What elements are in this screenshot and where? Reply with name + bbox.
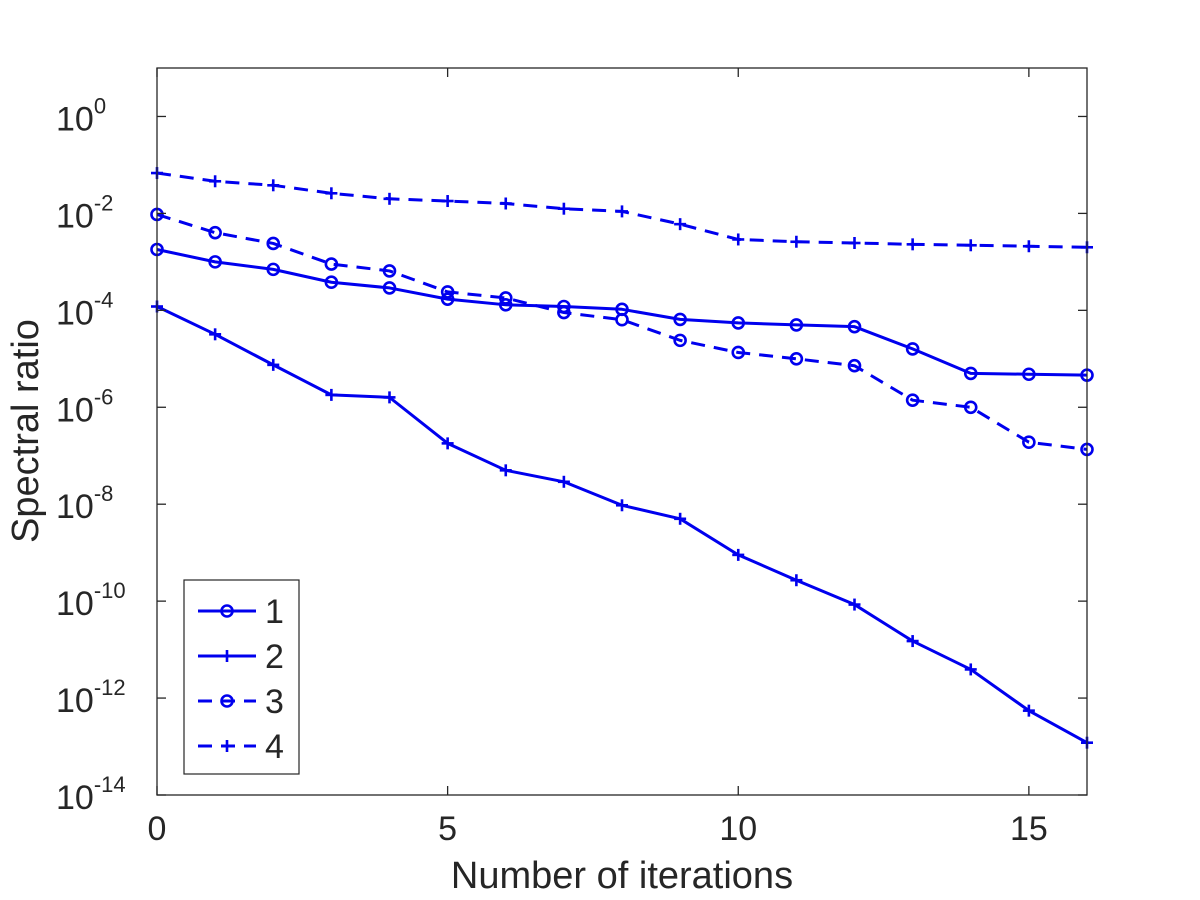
series-2-point [616,499,628,512]
series-1-point [382,281,397,295]
series-4-point [848,237,861,250]
series-3-point [266,236,281,251]
series-2-point [267,358,280,371]
x-axis-title: Number of iterations [451,855,793,897]
series-1-point [673,312,687,327]
series-3-line [156,213,1088,451]
series-3-point [498,291,513,305]
legend-marker-2 [221,650,233,662]
series-4-point [209,175,222,188]
series-3-point [731,345,746,360]
series-1-point [440,292,455,306]
series-3-point [382,264,397,278]
series-1-point [208,255,222,269]
series-1-point [847,319,862,334]
series-1-point [963,366,978,381]
y-tick-label: 10-2 [56,190,113,235]
series-3-point [963,400,978,415]
series-3-point [1022,435,1036,450]
series-1-point [498,298,513,312]
x-tick-label: 5 [438,810,457,848]
series-4-point [499,197,512,210]
series-1-point [1022,367,1036,382]
y-tick-label: 100 [56,93,106,138]
series-4-point [441,195,454,208]
series-3-point [789,351,804,366]
series-3-point [847,358,862,373]
legend-marker-3 [220,694,234,708]
series-3-point [208,225,222,240]
y-tick-label: 10-8 [56,481,113,526]
tick-layer [156,68,1087,796]
series-2-point [674,512,687,525]
series-4-point [964,239,977,252]
series-2-point [383,391,396,404]
series-3-point [673,333,687,348]
series-3-point [324,257,339,271]
series-1-point [905,342,920,356]
series-3-point [440,285,455,299]
series-3-point [615,312,629,327]
x-tick-label: 0 [148,810,167,848]
x-tick-label: 15 [1010,810,1048,848]
series-2-point [209,328,222,341]
plot-frame [156,67,1088,796]
legend-label-2: 2 [265,638,284,676]
series-2-point [441,437,454,450]
series-1-point [266,262,281,277]
legend-label-4: 4 [265,728,284,766]
y-tick-label: 10-10 [56,578,126,623]
y-tick-label: 10-12 [56,675,126,720]
series-4-point [906,238,919,251]
series-4-point [732,233,745,246]
series-2-point [732,548,745,561]
series-4 [151,167,1093,254]
series-4-point [1022,240,1035,253]
y-tick-label: 10-14 [56,772,126,817]
x-tick-label: 10 [719,810,757,848]
series-1-line [156,248,1088,377]
legend-label-3: 3 [265,683,284,721]
series-2-point [557,475,570,488]
series-4-point [325,187,338,200]
series-4-point [267,179,280,192]
legend-marker-4 [221,740,233,752]
series-2-point [1022,704,1035,717]
y-tick-label: 10-6 [56,384,113,429]
legend: 1 2 3 4 [183,579,300,775]
plot-area [157,68,1087,795]
series-2-point [906,635,919,648]
legend-label-1: 1 [265,593,284,631]
series-3-point [557,305,571,320]
series-1-point [324,275,339,290]
y-tick-label: 10-4 [56,287,113,332]
y-axis-title: Spectral ratio [5,319,47,543]
series-4-point [616,205,628,218]
series-4-point [383,192,396,205]
series-1-point [731,316,746,330]
label-layer: 0 5 10 15 10-14 10-12 10-10 10-8 10-6 10-4 10-2 100 [56,93,1048,848]
series-2-point [790,574,803,587]
legend-marker-1 [220,604,234,618]
series-4-point [790,235,803,248]
series-3-point [905,393,920,407]
series-1-point [789,318,804,332]
series-2-point [325,388,338,401]
series-2-point [964,663,977,676]
series-2-point [499,464,512,477]
series-4-point [674,218,687,231]
series-2-point [848,598,861,611]
series-4-point [557,202,570,215]
series-layer [150,167,1094,749]
